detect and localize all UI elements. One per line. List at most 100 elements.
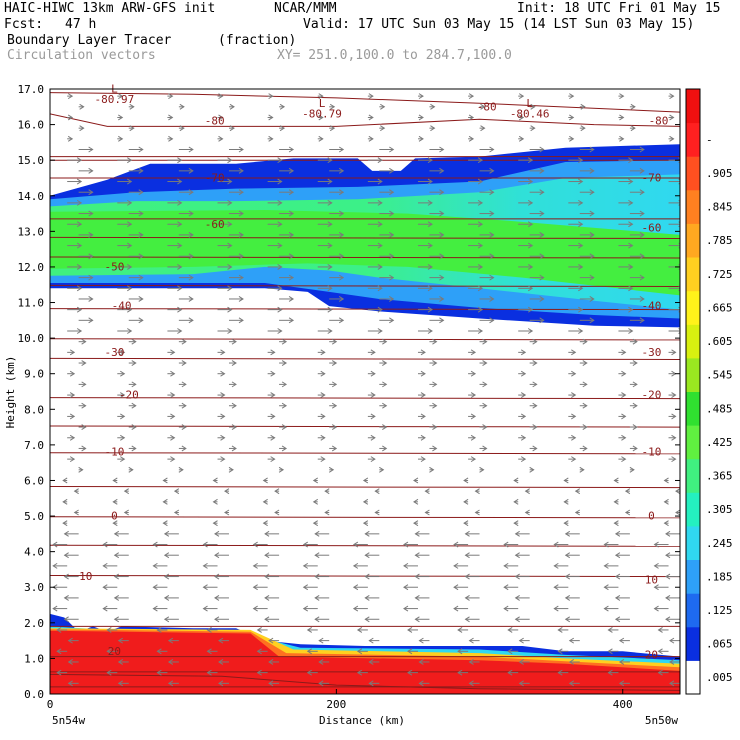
vector-head: [603, 605, 609, 612]
vector-head: [81, 381, 87, 388]
vector-head: [306, 648, 313, 655]
vector-head: [389, 167, 395, 174]
vector-head: [477, 264, 484, 270]
vector-head: [177, 157, 183, 164]
vector-head: [669, 659, 675, 665]
vector-head: [279, 103, 286, 110]
vector-head: [489, 296, 495, 302]
vector-head: [181, 338, 187, 345]
vector-head: [432, 402, 438, 409]
vector-head: [368, 135, 374, 142]
vector-head: [628, 264, 634, 270]
vector-head: [324, 509, 330, 516]
vector-head: [69, 434, 76, 441]
y-axis: 0.0 1.0 2.0 3.0 4.0 5.0 6.0 7.0 8.0 9.0 10.0 11.0 12…: [18, 83, 680, 701]
y-tick-label: 14.0: [18, 190, 45, 203]
vector-head: [580, 125, 586, 132]
colorbar-swatch: [686, 122, 700, 157]
vector-head: [220, 349, 226, 356]
colorbar-label: .185: [706, 570, 733, 583]
vector-head: [338, 189, 345, 196]
vector-head: [318, 114, 324, 121]
vector-head: [589, 296, 595, 302]
vector-head: [557, 669, 563, 676]
vector-head: [382, 402, 388, 409]
vector-head: [418, 93, 424, 100]
vector-head: [188, 231, 194, 238]
vector-head: [368, 114, 374, 121]
vector-head: [368, 637, 374, 644]
vector-head: [403, 541, 409, 548]
vector-head: [320, 349, 326, 356]
init-time: Init: 18 UTC Fri 01 May 15: [517, 1, 721, 16]
x-tick-label: 400: [613, 698, 633, 711]
vector-head: [181, 445, 187, 452]
contour-label: 20: [108, 645, 121, 658]
vector-head: [152, 562, 158, 569]
vector-head: [503, 605, 509, 612]
vector-head: [264, 594, 270, 601]
vector-head: [281, 381, 288, 388]
colorbar-label: .065: [706, 638, 733, 651]
vector-head: [639, 189, 645, 196]
vector-head: [520, 370, 527, 377]
boundary-layer-red: [50, 630, 680, 694]
vector-head: [56, 669, 62, 676]
vector-head: [614, 594, 621, 601]
vector-head: [173, 509, 180, 516]
vector-head: [663, 477, 669, 484]
vector-head: [138, 167, 144, 174]
vector-head: [477, 157, 484, 164]
contour-line: [50, 338, 680, 341]
vector-head: [67, 659, 73, 665]
vector-head: [214, 573, 220, 580]
y-tick-label: 12.0: [18, 261, 45, 274]
vector-head: [227, 157, 233, 164]
colorbar: .005 .065 .125 .185 .245 .305 .365 .425 .485 .545…: [685, 88, 733, 695]
vector-head: [453, 562, 459, 569]
vector-head: [214, 594, 220, 601]
y-tick-label: 10.0: [18, 332, 45, 345]
colorbar-label: .845: [706, 201, 733, 214]
contour-line: [50, 357, 680, 360]
vector-head: [553, 541, 559, 548]
vector-head: [653, 584, 659, 591]
colorbar-swatch: [686, 223, 700, 258]
vector-head: [88, 146, 94, 153]
vector-head: [338, 167, 345, 174]
vector-head: [88, 167, 94, 174]
vector-head: [364, 530, 370, 537]
vector-head: [614, 573, 621, 580]
vector-head: [681, 104, 685, 109]
vector-head: [569, 114, 575, 121]
vector-head: [138, 253, 144, 260]
vector-head: [62, 477, 68, 484]
vector-head: [338, 317, 345, 324]
y-tick-label: 8.0: [24, 403, 44, 416]
vector-head: [81, 338, 87, 345]
colorbar-swatch: [686, 492, 700, 527]
vector-head: [227, 285, 233, 292]
vector-head: [327, 178, 333, 185]
vector-head: [568, 680, 575, 687]
vector-head: [618, 659, 625, 665]
vector-head: [227, 306, 233, 313]
vector-head: [477, 285, 484, 292]
vector-head: [73, 509, 79, 516]
vector-head: [539, 189, 545, 196]
vector-head: [464, 594, 470, 601]
vector-head: [277, 264, 283, 270]
vector-head: [639, 167, 645, 174]
vector-head: [657, 648, 663, 655]
vector-head: [177, 285, 183, 292]
vector-head: [453, 541, 459, 548]
title-left: HAIC-HIWC 13km ARW-GFS init: [4, 1, 216, 16]
vector-head: [214, 552, 220, 559]
vector-head: [374, 488, 380, 495]
vector-head: [669, 114, 675, 121]
vector-head: [413, 477, 419, 484]
vector-head: [427, 242, 433, 249]
vector-head: [563, 520, 569, 527]
vector-head: [329, 103, 336, 110]
plot-frame: [49, 88, 681, 695]
